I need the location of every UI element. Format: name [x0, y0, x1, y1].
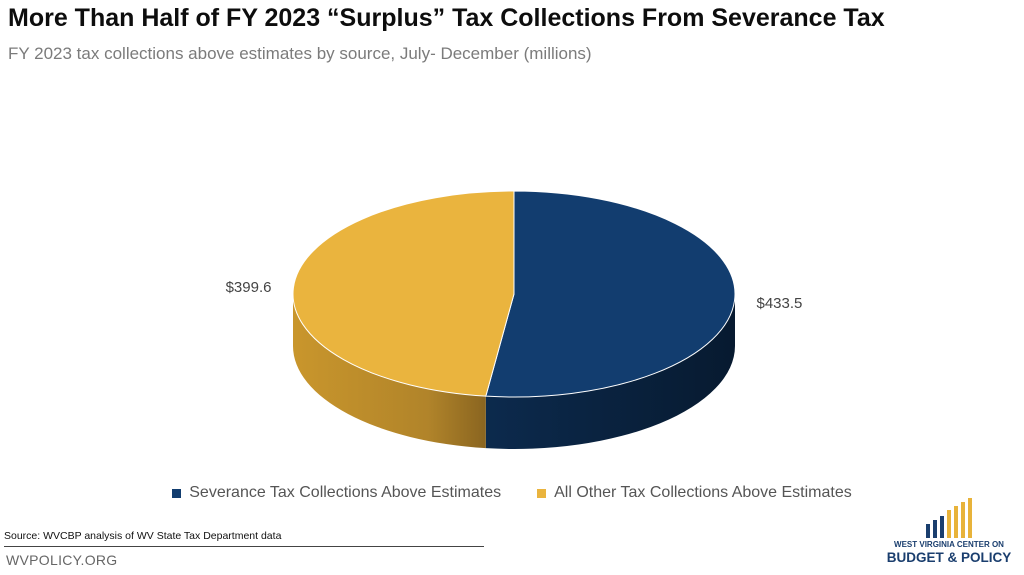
chart-legend: Severance Tax Collections Above Estimate…: [0, 484, 1024, 502]
legend-swatch-other: [537, 488, 547, 498]
footer-divider: [4, 546, 484, 547]
chart-title: More Than Half of FY 2023 “Surplus” Tax …: [8, 4, 885, 32]
logo-text-line1: WEST VIRGINIA CENTER ON: [894, 540, 1004, 549]
legend-item-severance: Severance Tax Collections Above Estimate…: [172, 484, 501, 502]
legend-item-other: All Other Tax Collections Above Estimate…: [537, 484, 852, 502]
chart-subtitle: FY 2023 tax collections above estimates …: [8, 44, 592, 63]
logo-bars-icon: [926, 498, 972, 538]
legend-label-other: All Other Tax Collections Above Estimate…: [554, 484, 852, 501]
pie-slice-0: [485, 190, 736, 398]
pie-slice-1: [292, 190, 515, 397]
logo-text-line2: BUDGET & POLICY: [886, 550, 1012, 565]
legend-label-severance: Severance Tax Collections Above Estimate…: [189, 484, 502, 501]
wvcbp-logo: WEST VIRGINIA CENTER ON BUDGET & POLICY: [884, 498, 1014, 570]
legend-swatch-severance: [172, 488, 182, 498]
data-label-0: $433.5: [757, 295, 803, 312]
site-url: WVPOLICY.ORG: [6, 552, 118, 568]
pie-side-1: [293, 294, 486, 449]
pie-side-0: [485, 294, 735, 449]
source-note: Source: WVCBP analysis of WV State Tax D…: [4, 530, 282, 542]
data-label-1: $399.6: [226, 279, 272, 296]
